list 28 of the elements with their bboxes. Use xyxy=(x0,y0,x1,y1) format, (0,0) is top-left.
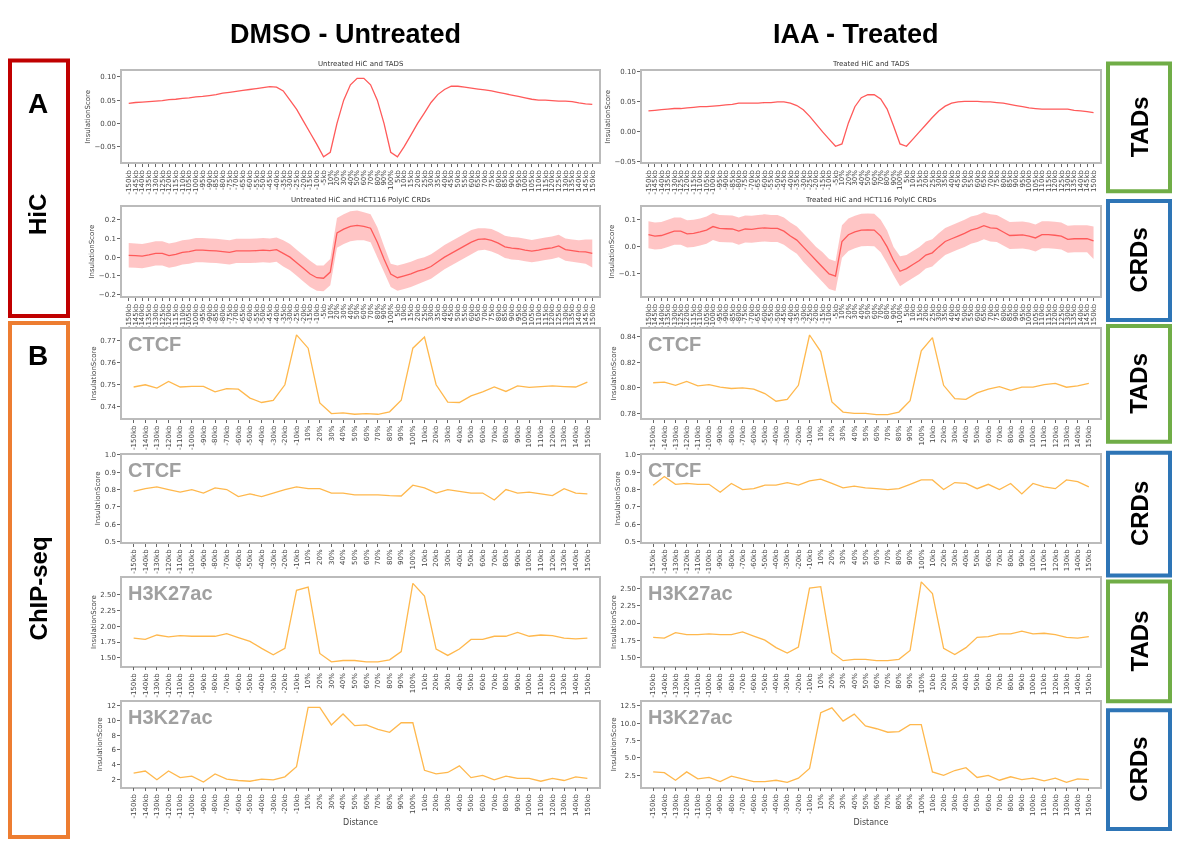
text: A xyxy=(28,88,49,119)
text: TADs xyxy=(1125,352,1153,414)
text: B xyxy=(28,340,49,371)
annotation: H3K27ac xyxy=(128,582,213,604)
line-series xyxy=(132,484,589,501)
annotation: H3K27ac xyxy=(648,582,733,604)
annotation: CTCF xyxy=(128,459,182,481)
line-series xyxy=(647,225,1095,277)
line-series xyxy=(647,94,1095,147)
annotation: H3K27ac xyxy=(648,706,733,728)
text: HiC xyxy=(24,193,52,235)
text: CRDs xyxy=(1125,736,1153,802)
annotation: CTCF xyxy=(128,333,182,355)
annotation: H3K27ac xyxy=(128,706,213,728)
text: TADs xyxy=(1125,610,1153,672)
line-series xyxy=(652,475,1090,495)
annotation: CTCF xyxy=(648,333,702,355)
annotation: CTCF xyxy=(648,459,702,481)
line-series xyxy=(128,77,593,158)
x-axis-title: Distance xyxy=(853,818,889,828)
text: CRDs xyxy=(1125,480,1153,547)
text: ChIP-seq xyxy=(24,536,52,641)
text: TADs xyxy=(1125,96,1153,158)
text: DMSO - Untreated xyxy=(230,19,462,49)
line-series xyxy=(128,224,593,279)
text: CRDs xyxy=(1125,227,1153,293)
x-axis-title: Distance xyxy=(343,818,379,828)
text: IAA - Treated xyxy=(773,19,939,49)
